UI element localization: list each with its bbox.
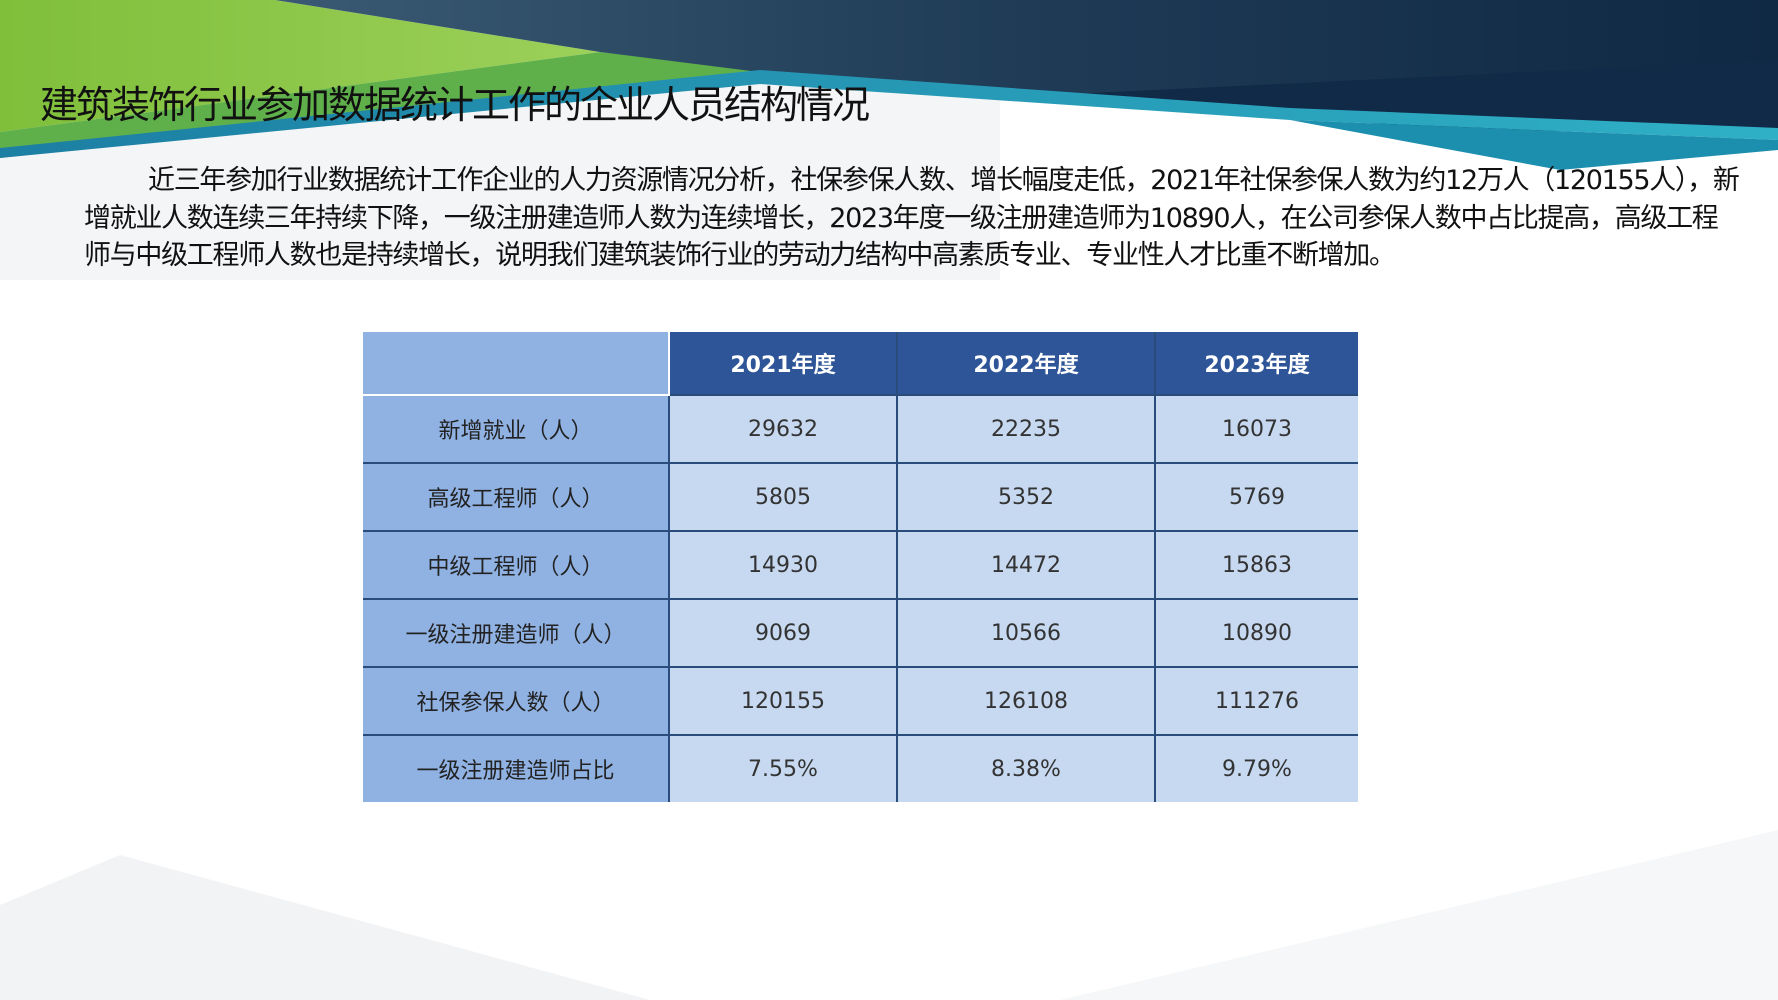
table-cell: 29632 [668, 394, 898, 464]
table-cell: 15863 [1154, 530, 1358, 600]
column-header-2022: 2022年度 [896, 332, 1156, 396]
table-cell: 10566 [896, 598, 1156, 668]
table-row: 高级工程师（人） 5805 5352 5769 [363, 462, 1358, 532]
data-table: 2021年度 2022年度 2023年度 新增就业（人） 29632 22235… [363, 332, 1358, 802]
row-label: 社保参保人数（人） [363, 666, 670, 736]
table-cell: 16073 [1154, 394, 1358, 464]
table-cell: 5805 [668, 462, 898, 532]
table-cell: 5352 [896, 462, 1156, 532]
table-cell: 126108 [896, 666, 1156, 736]
column-header-2023: 2023年度 [1154, 332, 1358, 396]
table-cell: 5769 [1154, 462, 1358, 532]
table-cell: 7.55% [668, 734, 898, 802]
table-cell: 9.79% [1154, 734, 1358, 802]
row-label: 新增就业（人） [363, 394, 670, 464]
table-cell: 22235 [896, 394, 1156, 464]
table-row: 一级注册建造师占比 7.55% 8.38% 9.79% [363, 734, 1358, 802]
data-table-container: 2021年度 2022年度 2023年度 新增就业（人） 29632 22235… [363, 332, 1358, 802]
table-row: 新增就业（人） 29632 22235 16073 [363, 394, 1358, 464]
table-cell: 8.38% [896, 734, 1156, 802]
row-label: 中级工程师（人） [363, 530, 670, 600]
body-paragraph: 近三年参加行业数据统计工作企业的人力资源情况分析，社保参保人数、增长幅度走低，2… [84, 165, 1740, 271]
slide-title: 建筑装饰行业参加数据统计工作的企业人员结构情况 [40, 83, 870, 127]
row-label: 一级注册建造师占比 [363, 734, 670, 802]
table-row: 社保参保人数（人） 120155 126108 111276 [363, 666, 1358, 736]
table-cell: 14472 [896, 530, 1156, 600]
table-cell: 111276 [1154, 666, 1358, 736]
column-header-2021: 2021年度 [668, 332, 898, 396]
table-cell: 10890 [1154, 598, 1358, 668]
table-row: 中级工程师（人） 14930 14472 15863 [363, 530, 1358, 600]
table-header-row: 2021年度 2022年度 2023年度 [363, 332, 1358, 396]
table-corner-cell [363, 332, 670, 396]
table-row: 一级注册建造师（人） 9069 10566 10890 [363, 598, 1358, 668]
table-cell: 9069 [668, 598, 898, 668]
row-label: 一级注册建造师（人） [363, 598, 670, 668]
row-label: 高级工程师（人） [363, 462, 670, 532]
table-cell: 14930 [668, 530, 898, 600]
table-cell: 120155 [668, 666, 898, 736]
